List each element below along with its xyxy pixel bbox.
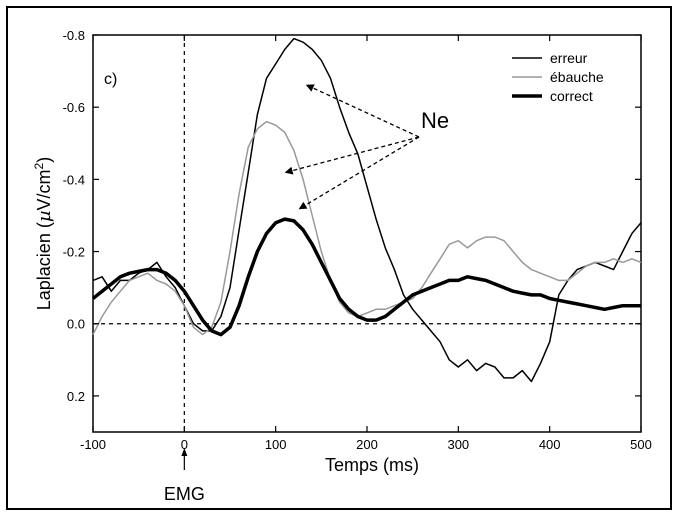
outer-frame — [6, 6, 672, 510]
ne-arrow — [298, 136, 420, 210]
x-tick-label: 0 — [181, 437, 188, 452]
y-tick-label: -0.4 — [63, 172, 85, 187]
y-axis-label-mu: µ — [34, 210, 55, 222]
x-tick-label: 300 — [447, 437, 469, 452]
x-tick-label: -100 — [80, 437, 106, 452]
x-axis-label: Temps (ms) — [325, 455, 419, 475]
y-axis-label: Laplacien (µV/cm2) — [32, 157, 55, 310]
y-tick-label: -0.2 — [63, 245, 85, 260]
y-axis-label-close: ) — [34, 157, 54, 163]
series-line-ebauche — [92, 120, 642, 336]
x-tick-label: 100 — [265, 437, 287, 452]
ne-annotation-label: Ne — [421, 108, 449, 133]
legend-label-erreur: erreur — [550, 50, 588, 66]
panel-label: c) — [104, 71, 117, 88]
legend-label-correct: correct — [550, 88, 593, 104]
y-tick-label: 0.2 — [67, 389, 85, 404]
y-tick-label: -0.6 — [63, 100, 85, 115]
y-axis-label-sup: 2 — [32, 162, 46, 169]
x-tick-label: 500 — [630, 437, 652, 452]
emg-arrow-head — [181, 448, 188, 456]
y-axis-label-unit: V/cm — [34, 169, 54, 210]
x-tick-label: 400 — [539, 437, 561, 452]
y-axis-label-main: Laplacien ( — [34, 222, 54, 310]
y-tick-label: 0.0 — [67, 317, 85, 332]
x-tick-label: 200 — [356, 437, 378, 452]
legend-label-ebauche: ébauche — [550, 69, 604, 85]
emg-annotation-label: EMG — [164, 484, 205, 504]
y-tick-label: -0.8 — [63, 28, 85, 43]
series-line-correct — [91, 217, 641, 337]
ne-arrow — [284, 136, 420, 175]
